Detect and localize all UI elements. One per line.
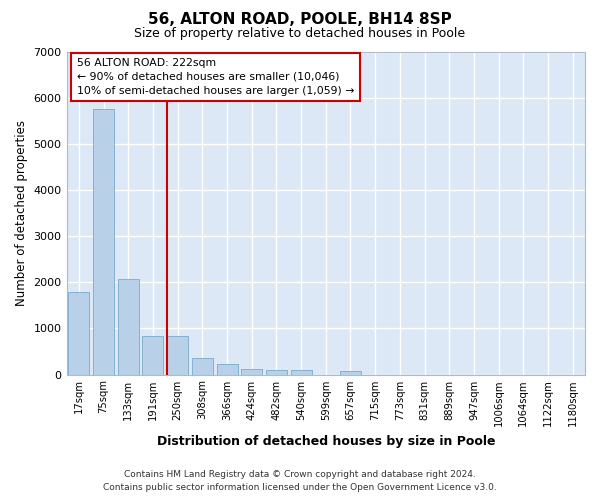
- Text: Contains HM Land Registry data © Crown copyright and database right 2024.
Contai: Contains HM Land Registry data © Crown c…: [103, 470, 497, 492]
- Bar: [192, 358, 213, 374]
- Bar: [340, 371, 361, 374]
- Bar: [241, 369, 262, 374]
- X-axis label: Distribution of detached houses by size in Poole: Distribution of detached houses by size …: [157, 434, 495, 448]
- Bar: [142, 336, 163, 374]
- Bar: [266, 370, 287, 374]
- Text: Size of property relative to detached houses in Poole: Size of property relative to detached ho…: [134, 28, 466, 40]
- Bar: [118, 280, 139, 374]
- Y-axis label: Number of detached properties: Number of detached properties: [15, 120, 28, 306]
- Text: 56 ALTON ROAD: 222sqm
← 90% of detached houses are smaller (10,046)
10% of semi-: 56 ALTON ROAD: 222sqm ← 90% of detached …: [77, 58, 354, 96]
- Bar: [217, 364, 238, 374]
- Bar: [290, 370, 311, 374]
- Bar: [167, 336, 188, 374]
- Bar: [93, 109, 114, 374]
- Text: 56, ALTON ROAD, POOLE, BH14 8SP: 56, ALTON ROAD, POOLE, BH14 8SP: [148, 12, 452, 28]
- Bar: [68, 292, 89, 374]
